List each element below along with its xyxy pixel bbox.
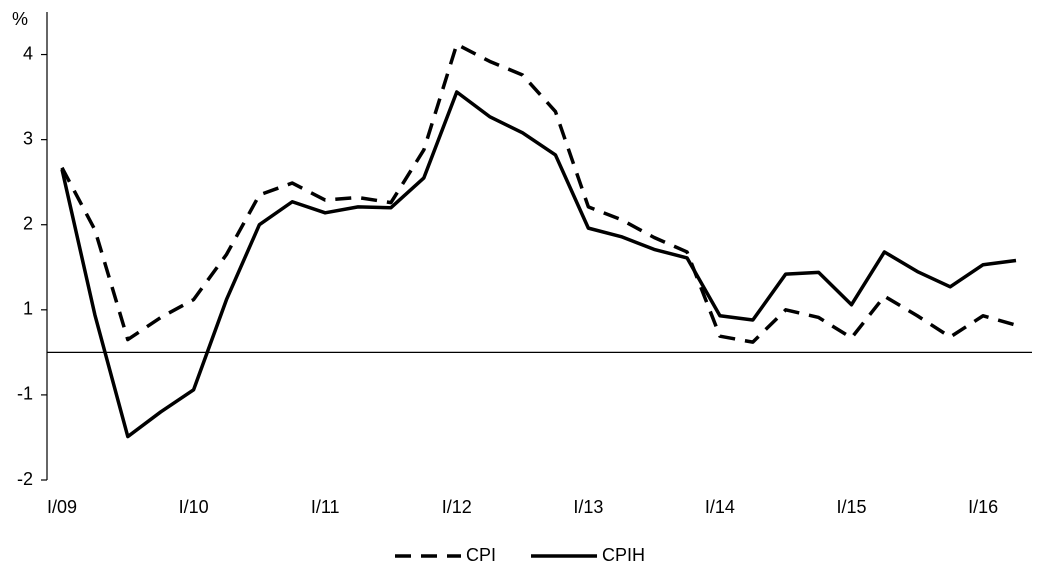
y-tick-label: -1 <box>17 384 33 404</box>
y-tick-label: -2 <box>17 469 33 489</box>
y-tick-label: 2 <box>23 213 33 233</box>
legend-label: CPI <box>466 545 496 565</box>
series-line <box>60 42 1017 344</box>
y-tick-label: 1 <box>23 299 33 319</box>
y-tick-label: 4 <box>23 43 33 63</box>
x-tick-label: I/10 <box>179 497 209 517</box>
x-tick-label: I/09 <box>47 497 77 517</box>
x-tick-label: I/11 <box>311 497 340 517</box>
x-tick-label: I/15 <box>837 497 867 517</box>
x-tick-label: I/12 <box>442 497 472 517</box>
series-line <box>60 90 1017 439</box>
x-tick-label: I/16 <box>968 497 998 517</box>
y-unit: % <box>12 9 28 29</box>
x-tick-label: I/13 <box>573 497 603 517</box>
legend-label: CPIH <box>602 545 645 565</box>
x-tick-label: I/14 <box>705 497 735 517</box>
y-tick-label: 3 <box>23 128 33 148</box>
